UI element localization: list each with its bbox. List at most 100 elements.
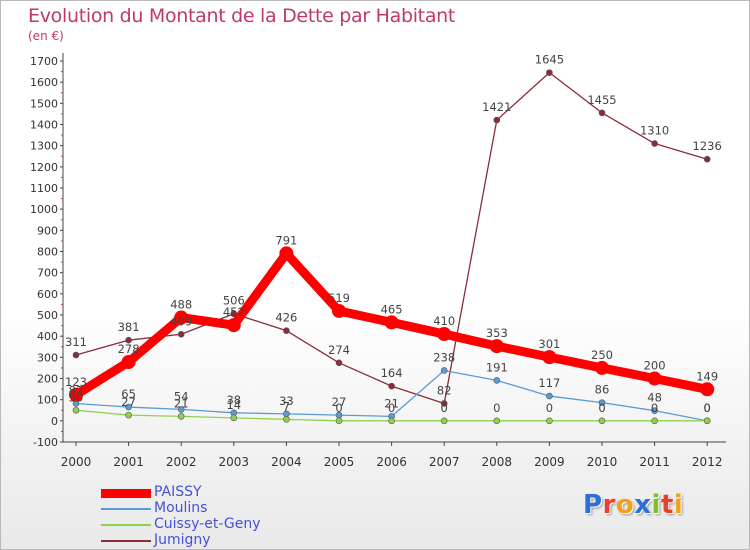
data-label-moulins: 0 (704, 401, 711, 415)
data-point-paissy (69, 387, 83, 402)
logo-letter: i (651, 490, 661, 520)
data-point-cuissy-et-geny (125, 411, 132, 419)
data-label-jumigny: 506 (223, 294, 245, 308)
data-point-moulins (440, 367, 448, 374)
x-tick-label: 2010 (587, 455, 618, 469)
data-label-cuissy-et-geny: 0 (598, 401, 605, 415)
legend-swatch (101, 540, 151, 542)
data-label-paissy: 250 (591, 348, 613, 362)
data-point-cuissy-et-geny (546, 417, 553, 425)
data-point-cuissy-et-geny (177, 413, 185, 420)
x-tick-label: 2008 (482, 455, 513, 469)
x-tick-label: 2004 (271, 455, 302, 469)
legend-label: PAISSY (154, 484, 202, 500)
data-point-moulins (598, 399, 606, 406)
data-label-cuissy-et-geny: 27 (121, 395, 136, 409)
data-label-moulins: 48 (647, 391, 662, 405)
data-point-jumigny (125, 336, 132, 344)
data-label-jumigny: 164 (381, 366, 403, 380)
data-point-moulins (493, 377, 501, 384)
y-tick-label: 1100 (30, 182, 58, 195)
y-tick-label: 600 (37, 288, 58, 301)
y-tick-label: 800 (37, 246, 58, 259)
y-tick-label: 1300 (30, 140, 58, 153)
data-point-moulins (177, 406, 185, 413)
x-tick-label: 2000 (61, 455, 92, 469)
data-label-paissy: 519 (328, 291, 350, 305)
y-tick-label: 1000 (30, 203, 58, 216)
data-label-paissy: 149 (696, 369, 718, 383)
chart-subtitle: (en €) (28, 29, 64, 43)
data-point-jumigny (493, 116, 501, 124)
data-point-jumigny (177, 330, 185, 338)
data-point-paissy (226, 318, 241, 333)
data-point-paissy (700, 382, 715, 397)
data-point-jumigny (598, 109, 606, 117)
data-point-cuissy-et-geny (335, 417, 343, 425)
legend-swatch (101, 508, 151, 510)
data-label-moulins: 238 (433, 350, 455, 364)
legend-label: Cuissy-et-Geny (154, 516, 261, 532)
data-label-moulins: 38 (226, 393, 241, 407)
data-label-cuissy-et-geny: 0 (546, 401, 553, 415)
data-point-cuissy-et-geny (388, 417, 395, 425)
y-tick-label: 700 (37, 267, 58, 280)
data-label-jumigny: 1455 (587, 93, 616, 107)
data-label-jumigny: 426 (275, 311, 297, 325)
data-point-paissy (332, 303, 346, 318)
x-tick-label: 2006 (376, 455, 407, 469)
y-tick-label: 0 (51, 415, 58, 428)
data-point-jumigny (335, 359, 343, 367)
data-label-jumigny: 311 (65, 335, 87, 349)
data-label-paissy: 353 (486, 326, 508, 340)
data-point-cuissy-et-geny (283, 416, 290, 423)
data-label-paissy: 791 (275, 233, 297, 247)
y-tick-label: 500 (37, 309, 58, 322)
data-label-jumigny: 1421 (482, 100, 511, 114)
data-point-paissy (384, 315, 399, 330)
legend-item: Jumigny (101, 532, 361, 549)
data-label-cuissy-et-geny: 50 (69, 390, 84, 404)
legend-label: Moulins (154, 500, 208, 516)
x-tick-label: 2011 (639, 455, 670, 469)
data-point-paissy (647, 371, 662, 386)
data-point-jumigny (440, 400, 448, 407)
data-point-paissy (174, 310, 189, 325)
data-label-jumigny: 381 (118, 320, 140, 334)
data-label-cuissy-et-geny: 0 (651, 401, 658, 415)
data-label-moulins: 21 (384, 396, 399, 410)
x-tick-label: 2003 (219, 455, 250, 469)
data-point-jumigny (546, 69, 553, 76)
data-point-jumigny (388, 382, 395, 390)
data-label-jumigny: 409 (170, 314, 192, 328)
data-point-moulins (546, 392, 553, 400)
chart-title: Evolution du Montant de la Dette par Hab… (28, 5, 456, 27)
data-label-moulins: 27 (332, 395, 347, 409)
data-label-jumigny: 82 (437, 383, 452, 397)
data-label-paissy: 200 (644, 359, 666, 373)
legend-swatch (101, 489, 151, 498)
data-point-paissy (279, 246, 294, 261)
logo-letter: r (602, 490, 616, 520)
data-point-paissy (542, 350, 557, 365)
x-tick-label: 2012 (692, 455, 723, 469)
legend-item: Moulins (101, 500, 361, 517)
data-label-moulins: 33 (279, 394, 294, 408)
data-label-cuissy-et-geny: 0 (493, 401, 500, 415)
data-point-jumigny (72, 351, 80, 359)
legend-item: Cuissy-et-Geny (101, 516, 361, 533)
y-tick-label: 300 (37, 351, 58, 364)
y-tick-label: 1200 (30, 161, 58, 174)
logo-letter: t (660, 490, 674, 520)
data-label-moulins: 117 (538, 376, 560, 390)
data-point-moulins (125, 403, 132, 411)
y-tick-label: 1600 (30, 76, 58, 89)
data-label-paissy: 278 (118, 342, 140, 356)
y-tick-label: 1400 (30, 119, 58, 132)
data-label-moulins: 191 (486, 360, 508, 374)
data-label-jumigny: 274 (328, 343, 350, 357)
data-label-paissy: 452 (223, 305, 245, 319)
logo-letter: P (583, 490, 603, 520)
